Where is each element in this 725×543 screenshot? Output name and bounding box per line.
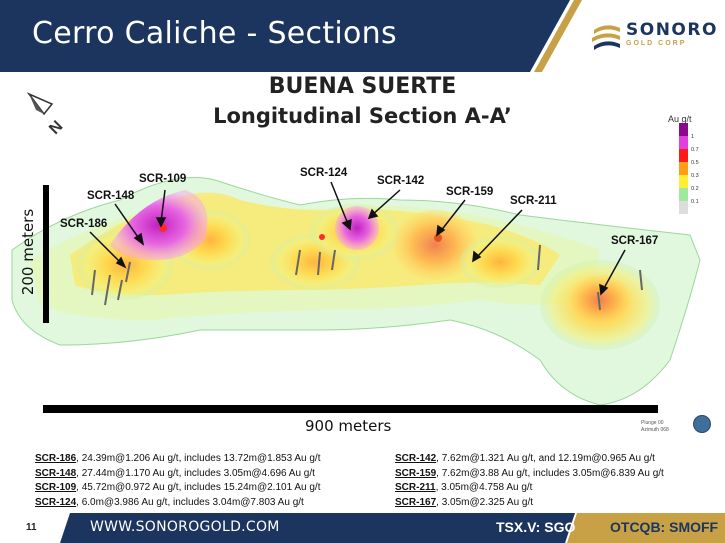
north-arrow-icon: N [26,92,66,138]
results-right: SCR-142, 7.62m@1.321 Au g/t, and 12.19m@… [395,452,664,510]
result-text: , 6.0m@3.986 Au g/t, includes 3.04m@7.80… [76,496,304,508]
horizontal-scale-label: 900 meters [305,417,392,435]
section-subtitle: Longitudinal Section A-A’ [213,104,512,128]
drill-traces [91,244,643,311]
label-scr-211: SCR-211 [510,195,557,207]
result-hole: SCR-148 [35,467,77,479]
legend-swatch [679,162,688,175]
result-line: SCR-159, 7.62m@3.88 Au g/t, includes 3.0… [395,467,664,482]
slide-title: Cerro Caliche - Sections [32,16,397,51]
label-scr-124: SCR-124 [300,167,348,179]
sonoro-logo-icon [592,25,620,50]
website-link[interactable]: WWW.SONOROGOLD.COM [90,519,280,535]
vertical-scale-bar [43,185,49,323]
slide-footer [0,513,725,543]
result-line: SCR-186, 24.39m@1.206 Au g/t, includes 1… [35,452,321,467]
result-hole: SCR-167 [395,496,437,508]
result-hole: SCR-186 [35,453,77,464]
slide-header: Cerro Caliche - Sections SONORO GOLD COR… [0,0,725,72]
section-title: BUENA SUERTE [268,74,457,99]
vertical-scale-label: 200 meters [19,208,37,296]
logo-subtitle: GOLD CORP [626,40,687,47]
magenta-zone-west [110,190,208,261]
legend-label: 0.5 [691,160,699,166]
otc-ticker: OTCQB: SMOFF [610,519,719,535]
legend-label: 1 [691,134,695,140]
label-arrows [89,181,626,296]
label-scr-148: SCR-148 [87,190,135,202]
legend-swatch [679,188,688,201]
page-number: 11 [26,522,37,533]
longitudinal-section-map [11,177,701,406]
results-left: SCR-186, 24.39m@1.206 Au g/t, includes 1… [35,452,321,510]
legend-label: 0.7 [691,147,699,153]
result-hole: SCR-159 [395,467,437,479]
legend-label: 0.1 [691,199,699,205]
result-text: , 7.62m@3.88 Au g/t, includes 3.05m@6.83… [436,467,664,479]
result-hole: SCR-109 [35,482,77,493]
footer-background [0,513,725,543]
legend-label: 0.2 [691,186,699,192]
result-text: , 3.05m@4.758 Au g/t [435,482,533,493]
label-scr-109: SCR-109 [139,173,187,185]
label-scr-142: SCR-142 [377,175,425,187]
sonoro-logo: SONORO GOLD CORP [590,16,718,56]
result-line: SCR-148, 27.44m@1.170 Au g/t, includes 3… [35,467,321,482]
plunge-azimuth-note: Plunge 00 Azimuth 068 [641,420,669,433]
label-scr-159: SCR-159 [446,186,494,198]
tsx-ticker: TSX.V: SGO [496,519,576,535]
result-line: SCR-124, 6.0m@3.986 Au g/t, includes 3.0… [35,496,321,511]
result-text: , 7.62m@1.321 Au g/t, and 12.19m@0.965 A… [436,453,655,464]
result-hole: SCR-211 [395,482,436,493]
legend-swatch [679,149,688,162]
result-line: SCR-109, 45.72m@0.972 Au g/t, includes 1… [35,481,321,496]
legend-swatch [679,201,688,214]
legend-swatch [679,136,688,149]
legend-swatch [679,123,688,136]
magenta-zone-central [335,206,379,250]
result-line: SCR-211, 3.05m@4.758 Au g/t [395,481,664,496]
legend-title: Au g/t [668,114,692,124]
result-text: , 24.39m@1.206 Au g/t, includes 13.72m@1… [76,453,321,464]
horizontal-scale-bar [43,405,658,413]
result-line: SCR-142, 7.62m@1.321 Au g/t, and 12.19m@… [395,452,664,467]
result-line: SCR-167, 3.05m@2.325 Au g/t [395,496,664,511]
result-hole: SCR-124 [35,496,77,508]
logo-name: SONORO [626,20,718,40]
label-scr-167: SCR-167 [611,235,659,247]
legend-swatch [679,175,688,188]
compass-stamp-icon [693,415,711,433]
legend-colorbar [679,123,688,214]
label-scr-186: SCR-186 [60,218,108,230]
result-hole: SCR-142 [395,453,437,464]
legend-label: 0.3 [691,173,699,179]
result-text: , 3.05m@2.325 Au g/t [436,496,534,508]
result-text: , 45.72m@0.972 Au g/t, includes 15.24m@2… [76,482,321,493]
result-text: , 27.44m@1.170 Au g/t, includes 3.05m@4.… [76,467,315,479]
